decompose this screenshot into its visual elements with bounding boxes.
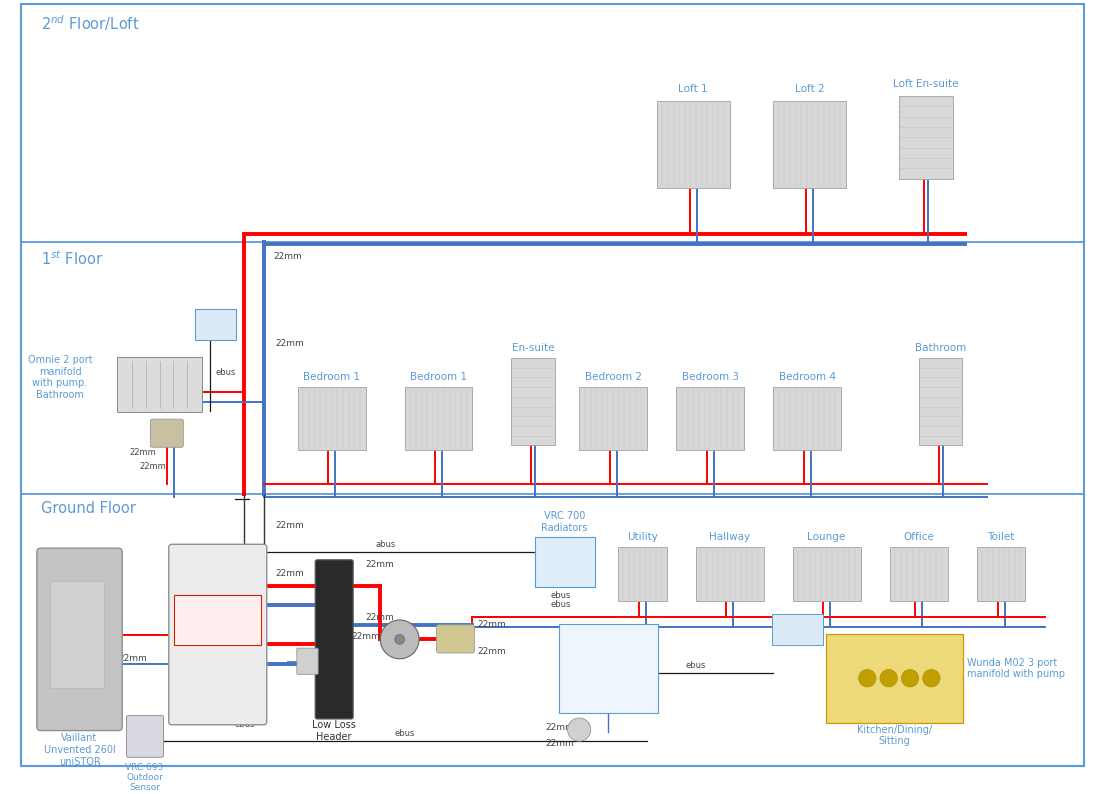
Text: Loft En-suite: Loft En-suite (893, 79, 959, 89)
Text: Bathroom: Bathroom (915, 343, 966, 353)
Text: 22mm: 22mm (118, 654, 147, 663)
FancyBboxPatch shape (21, 4, 1084, 765)
FancyBboxPatch shape (194, 309, 235, 340)
Text: Vaillant
Unvented 260l
uniSTOR: Vaillant Unvented 260l uniSTOR (43, 734, 115, 767)
FancyBboxPatch shape (559, 624, 657, 713)
Text: 22mm: 22mm (139, 462, 166, 471)
Text: Kitchen/Dining/
Sitting: Kitchen/Dining/ Sitting (857, 725, 932, 746)
Text: Hallway: Hallway (709, 532, 750, 542)
Text: Ground Floor: Ground Floor (41, 501, 136, 515)
Text: Wunda M02 3 port
manifold with pump: Wunda M02 3 port manifold with pump (967, 657, 1065, 680)
Text: ebus: ebus (215, 368, 235, 377)
FancyBboxPatch shape (890, 547, 948, 600)
FancyBboxPatch shape (175, 596, 262, 645)
Text: 22mm: 22mm (546, 739, 575, 748)
Text: VR 91
UFH: VR 91 UFH (199, 314, 225, 333)
FancyBboxPatch shape (696, 547, 764, 600)
Text: Loft 2: Loft 2 (794, 84, 824, 94)
Text: VR 71 Wiring
Centre: VR 71 Wiring Centre (577, 657, 640, 680)
Text: 22mm: 22mm (275, 339, 304, 348)
Circle shape (380, 620, 419, 659)
Circle shape (859, 669, 876, 687)
FancyBboxPatch shape (297, 648, 318, 674)
FancyBboxPatch shape (298, 387, 366, 450)
Text: 22mm: 22mm (129, 449, 156, 457)
FancyBboxPatch shape (774, 101, 846, 188)
FancyBboxPatch shape (535, 537, 594, 587)
Text: ebus: ebus (685, 661, 706, 670)
FancyBboxPatch shape (918, 358, 962, 445)
Text: 22mm: 22mm (477, 647, 506, 656)
FancyBboxPatch shape (404, 387, 473, 450)
FancyBboxPatch shape (676, 387, 744, 450)
Text: VRC 693
Outdoor
Sensor: VRC 693 Outdoor Sensor (125, 762, 164, 792)
FancyBboxPatch shape (36, 548, 123, 730)
Text: Office: Office (903, 532, 934, 542)
Text: Vaillant ecoTEC
plus 637
System Boiler: Vaillant ecoTEC plus 637 System Boiler (180, 581, 255, 615)
FancyBboxPatch shape (127, 715, 164, 757)
Text: 22mm: 22mm (366, 613, 394, 622)
FancyBboxPatch shape (315, 560, 354, 719)
FancyBboxPatch shape (772, 614, 823, 646)
Text: VR 91
UFH: VR 91 UFH (776, 620, 803, 639)
FancyBboxPatch shape (774, 387, 841, 450)
Text: En-suite: En-suite (512, 343, 555, 353)
Circle shape (902, 669, 918, 687)
Text: Bedroom 3: Bedroom 3 (682, 372, 738, 382)
Text: Low Loss
Header: Low Loss Header (313, 720, 356, 742)
Text: ebus: ebus (234, 719, 255, 729)
Text: Bedroom 1: Bedroom 1 (410, 372, 467, 382)
FancyBboxPatch shape (117, 357, 202, 412)
FancyBboxPatch shape (512, 358, 555, 445)
FancyBboxPatch shape (436, 625, 474, 653)
Text: $2^{nd}$ Floor/Loft: $2^{nd}$ Floor/Loft (41, 13, 139, 33)
Text: ebus: ebus (550, 600, 570, 609)
Text: 22mm: 22mm (351, 632, 380, 642)
FancyBboxPatch shape (618, 547, 666, 600)
Text: $1^{st}$ Floor: $1^{st}$ Floor (41, 249, 103, 268)
Circle shape (394, 634, 404, 644)
FancyBboxPatch shape (51, 581, 104, 688)
FancyBboxPatch shape (150, 419, 183, 447)
Text: Toilet: Toilet (988, 532, 1014, 542)
FancyBboxPatch shape (825, 634, 964, 723)
Text: 22mm: 22mm (546, 723, 575, 731)
FancyBboxPatch shape (169, 545, 266, 725)
Text: 22mm: 22mm (275, 569, 304, 578)
Text: 22mm: 22mm (366, 560, 394, 569)
Text: ebus: ebus (394, 730, 414, 738)
FancyBboxPatch shape (792, 547, 861, 600)
Text: 22mm: 22mm (275, 521, 304, 530)
Text: ebus: ebus (550, 591, 570, 599)
Circle shape (568, 718, 591, 742)
Text: Utility: Utility (627, 532, 657, 542)
Text: Lounge: Lounge (808, 532, 845, 542)
FancyBboxPatch shape (656, 101, 729, 188)
FancyBboxPatch shape (899, 96, 953, 179)
Text: VRC 700
Radiators: VRC 700 Radiators (541, 511, 588, 533)
Text: Bedroom 1: Bedroom 1 (303, 372, 360, 382)
Text: Bedroom 2: Bedroom 2 (585, 372, 642, 382)
Text: 22mm: 22mm (477, 620, 506, 629)
Text: Omnie 2 port
manifold
with pump.
Bathroom: Omnie 2 port manifold with pump. Bathroo… (28, 355, 93, 400)
FancyBboxPatch shape (977, 547, 1025, 600)
Text: 22mm: 22mm (274, 252, 303, 260)
Text: abus: abus (375, 540, 396, 549)
Text: Loft 1: Loft 1 (678, 84, 708, 94)
Circle shape (880, 669, 897, 687)
Text: Bedroom 4: Bedroom 4 (779, 372, 835, 382)
FancyBboxPatch shape (579, 387, 648, 450)
Circle shape (923, 669, 940, 687)
